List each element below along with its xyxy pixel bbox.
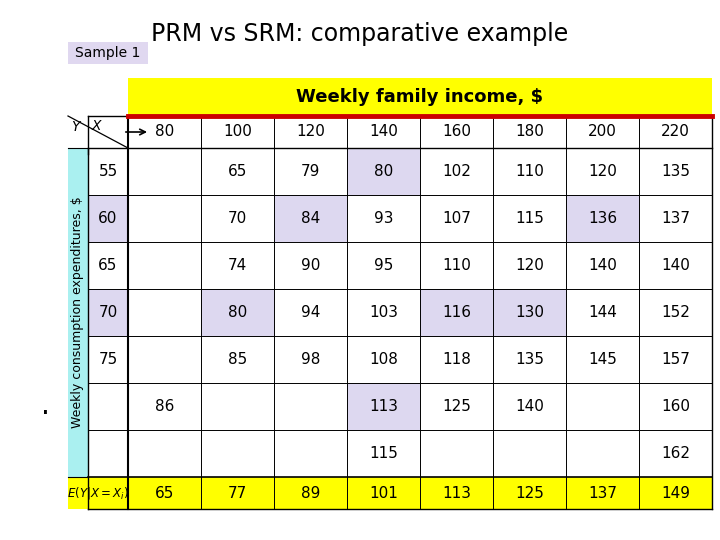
Text: $E(Y|X = X_i)$: $E(Y|X = X_i)$ bbox=[67, 485, 129, 501]
Text: Weekly consumption expenditures, $: Weekly consumption expenditures, $ bbox=[71, 197, 84, 428]
Text: 86: 86 bbox=[155, 399, 174, 414]
Text: 130: 130 bbox=[515, 305, 544, 320]
Bar bbox=[88, 289, 128, 336]
Bar bbox=[68, 42, 148, 64]
Text: 180: 180 bbox=[515, 125, 544, 139]
Text: 157: 157 bbox=[661, 352, 690, 367]
Text: 152: 152 bbox=[661, 305, 690, 320]
Text: X: X bbox=[91, 119, 101, 133]
Text: 60: 60 bbox=[99, 211, 117, 226]
Bar bbox=[274, 195, 347, 242]
Text: 136: 136 bbox=[588, 211, 617, 226]
Text: 89: 89 bbox=[301, 485, 320, 501]
Text: 120: 120 bbox=[296, 125, 325, 139]
Text: 162: 162 bbox=[661, 446, 690, 461]
Text: 84: 84 bbox=[301, 211, 320, 226]
Text: 145: 145 bbox=[588, 352, 617, 367]
Text: 135: 135 bbox=[661, 164, 690, 179]
Text: 65: 65 bbox=[155, 485, 174, 501]
Bar bbox=[88, 195, 128, 242]
Text: 94: 94 bbox=[301, 305, 320, 320]
Text: 98: 98 bbox=[301, 352, 320, 367]
Text: 200: 200 bbox=[588, 125, 617, 139]
Text: 116: 116 bbox=[442, 305, 471, 320]
Text: 110: 110 bbox=[442, 258, 471, 273]
Text: 101: 101 bbox=[369, 485, 398, 501]
Text: 113: 113 bbox=[369, 399, 398, 414]
Text: 90: 90 bbox=[301, 258, 320, 273]
Text: 77: 77 bbox=[228, 485, 247, 501]
Text: 107: 107 bbox=[442, 211, 471, 226]
Text: 79: 79 bbox=[301, 164, 320, 179]
Text: 113: 113 bbox=[442, 485, 471, 501]
Text: 115: 115 bbox=[369, 446, 398, 461]
Bar bbox=[68, 148, 88, 477]
Text: 74: 74 bbox=[228, 258, 247, 273]
Bar bbox=[201, 289, 274, 336]
Bar bbox=[420, 289, 493, 336]
Text: 220: 220 bbox=[661, 125, 690, 139]
Text: 93: 93 bbox=[374, 211, 393, 226]
Text: 70: 70 bbox=[228, 211, 247, 226]
Text: 120: 120 bbox=[588, 164, 617, 179]
Text: 160: 160 bbox=[661, 399, 690, 414]
Text: 125: 125 bbox=[442, 399, 471, 414]
Text: 125: 125 bbox=[515, 485, 544, 501]
Text: 137: 137 bbox=[588, 485, 617, 501]
Text: 95: 95 bbox=[374, 258, 393, 273]
Text: 70: 70 bbox=[99, 305, 117, 320]
Bar bbox=[347, 148, 420, 195]
Bar bbox=[128, 78, 712, 116]
Text: 80: 80 bbox=[155, 125, 174, 139]
Text: .: . bbox=[40, 393, 50, 421]
Text: 102: 102 bbox=[442, 164, 471, 179]
Text: 135: 135 bbox=[515, 352, 544, 367]
Text: 55: 55 bbox=[99, 164, 117, 179]
Text: 140: 140 bbox=[369, 125, 398, 139]
Text: 137: 137 bbox=[661, 211, 690, 226]
Text: 160: 160 bbox=[442, 125, 471, 139]
Text: 85: 85 bbox=[228, 352, 247, 367]
Text: Weekly family income, $: Weekly family income, $ bbox=[297, 88, 544, 106]
Bar bbox=[566, 195, 639, 242]
Bar bbox=[347, 383, 420, 430]
Text: 75: 75 bbox=[99, 352, 117, 367]
Bar bbox=[68, 477, 712, 509]
Text: 140: 140 bbox=[515, 399, 544, 414]
Bar bbox=[493, 289, 566, 336]
Text: 65: 65 bbox=[99, 258, 117, 273]
Text: 144: 144 bbox=[588, 305, 617, 320]
Text: Sample 1: Sample 1 bbox=[76, 46, 140, 60]
Text: 80: 80 bbox=[228, 305, 247, 320]
Text: 120: 120 bbox=[515, 258, 544, 273]
Text: 100: 100 bbox=[223, 125, 252, 139]
Text: 140: 140 bbox=[588, 258, 617, 273]
Text: 115: 115 bbox=[515, 211, 544, 226]
Text: 80: 80 bbox=[374, 164, 393, 179]
Text: PRM vs SRM: comparative example: PRM vs SRM: comparative example bbox=[151, 22, 569, 46]
Text: 149: 149 bbox=[661, 485, 690, 501]
Text: Y: Y bbox=[71, 120, 79, 134]
Text: 108: 108 bbox=[369, 352, 398, 367]
Text: 103: 103 bbox=[369, 305, 398, 320]
Text: 65: 65 bbox=[228, 164, 247, 179]
Text: 118: 118 bbox=[442, 352, 471, 367]
Text: 110: 110 bbox=[515, 164, 544, 179]
Text: 140: 140 bbox=[661, 258, 690, 273]
